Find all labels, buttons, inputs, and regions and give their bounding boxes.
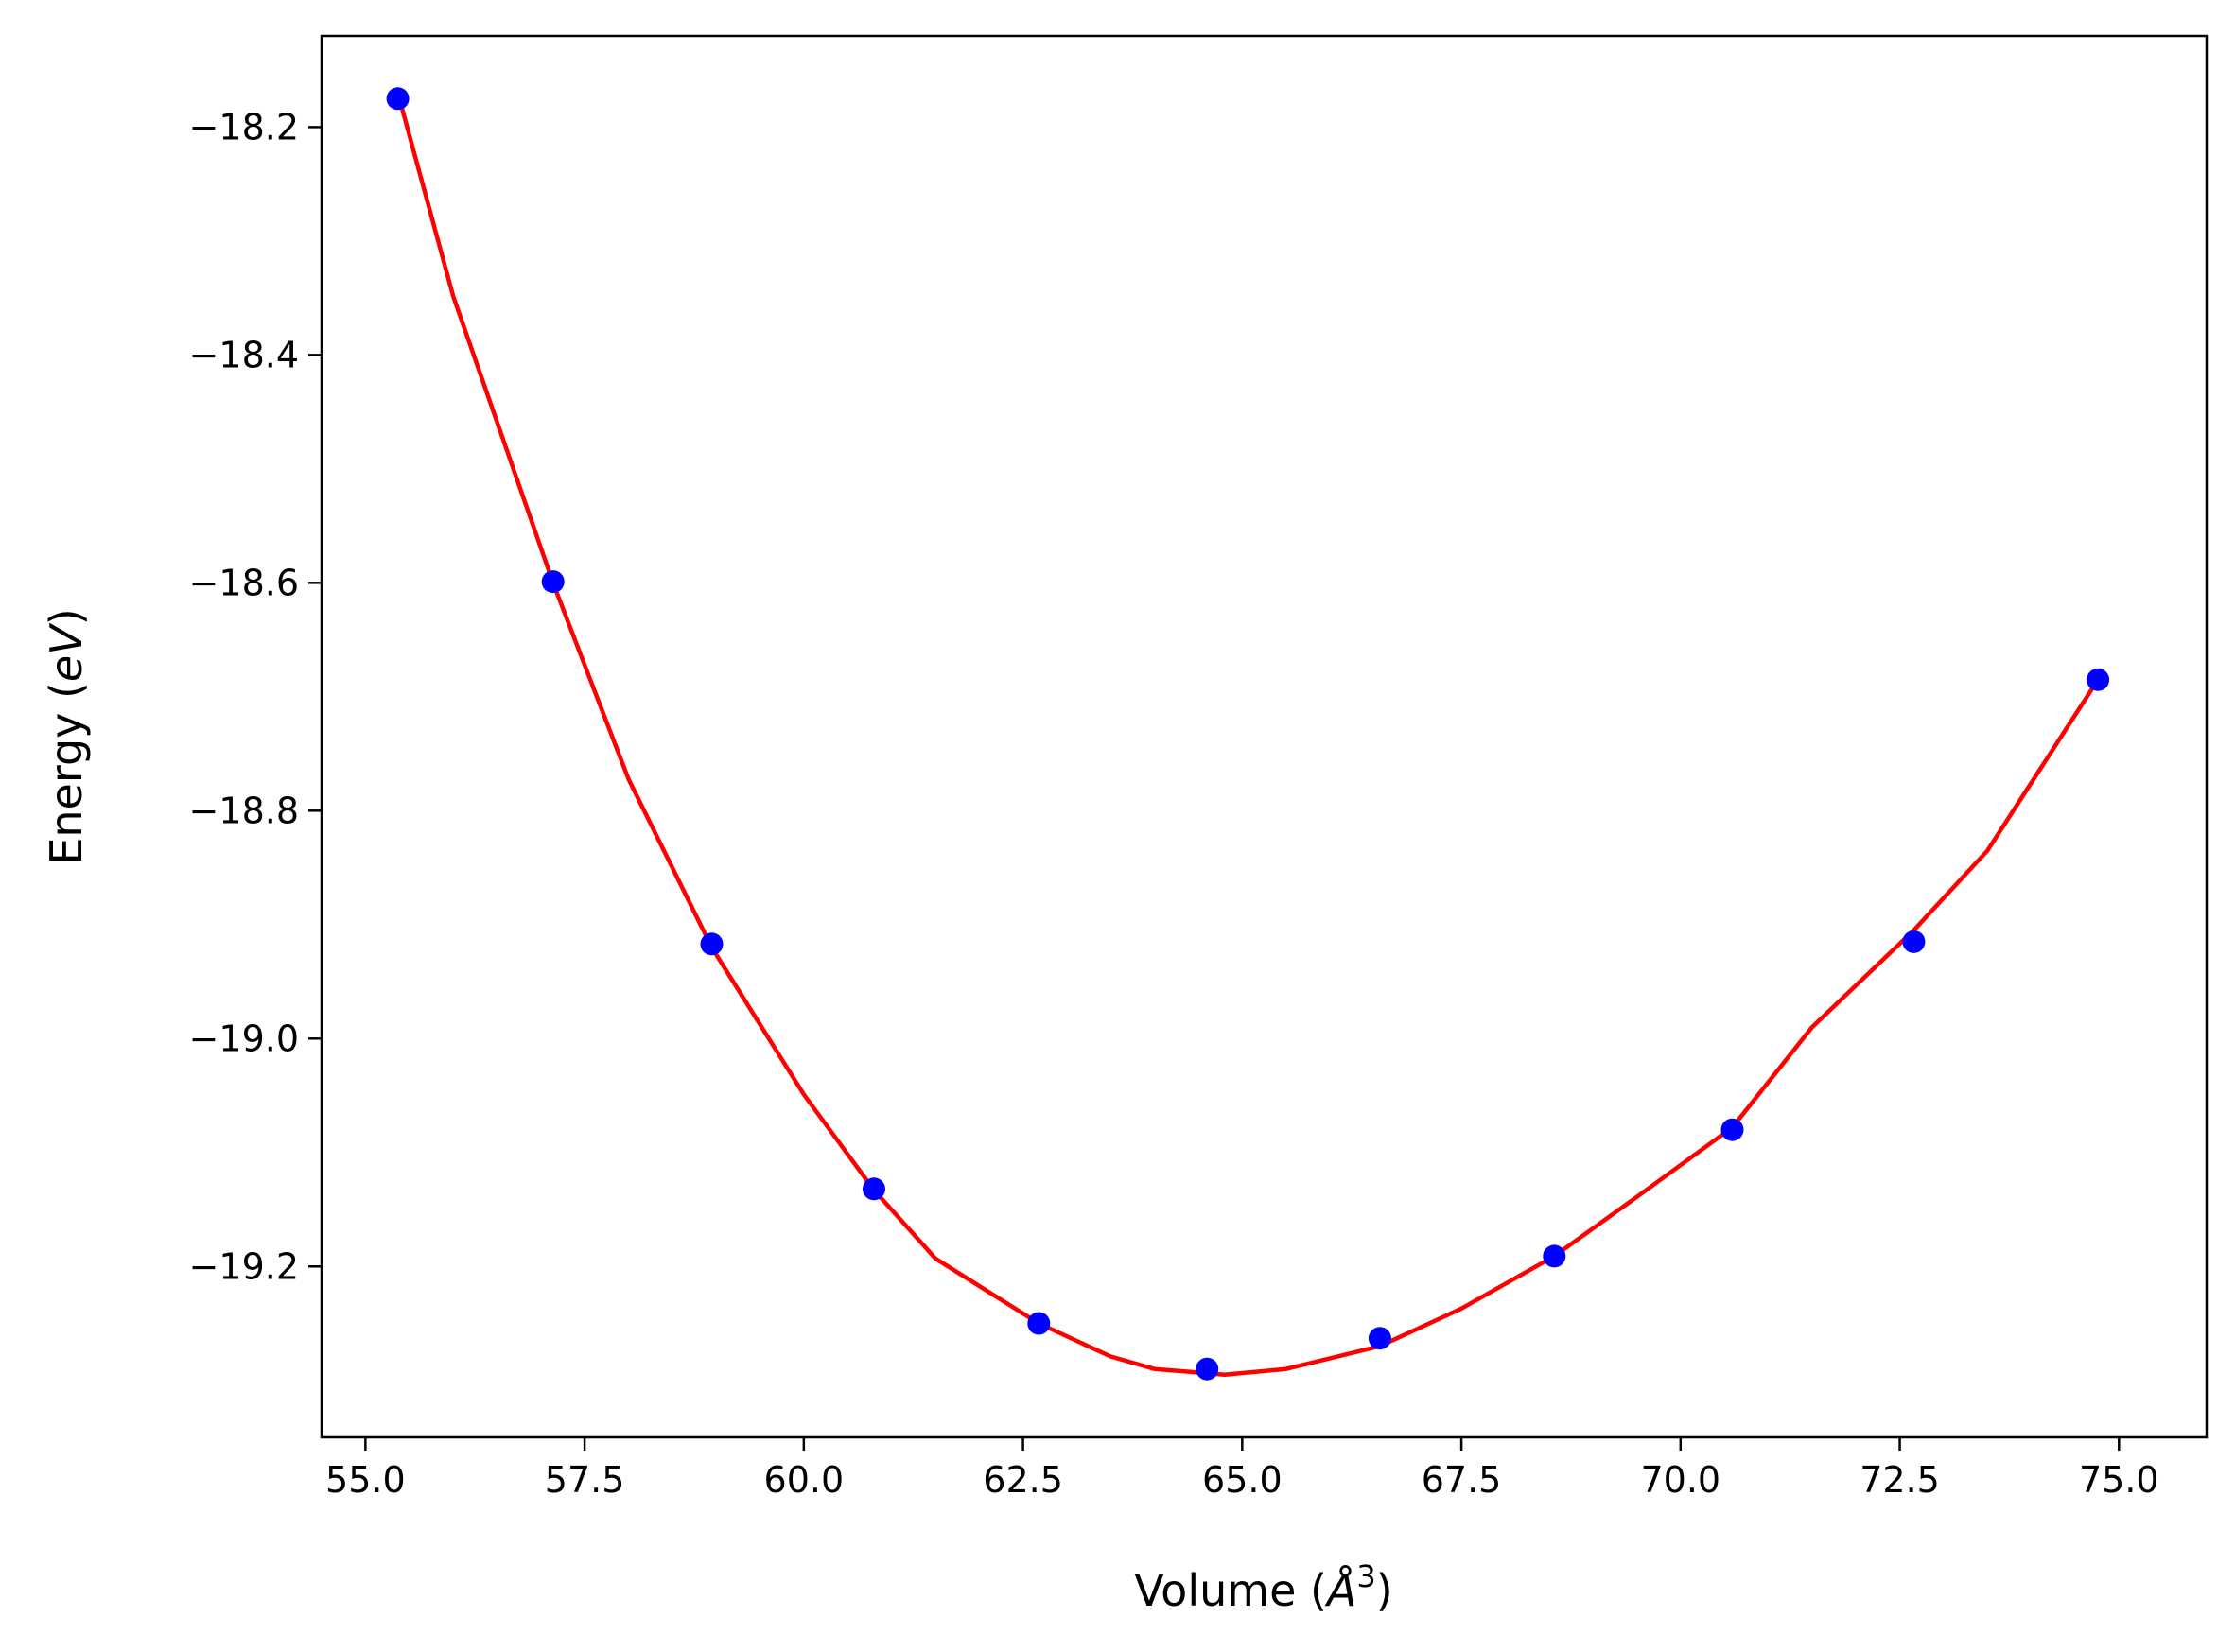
x-axis-label-exponent: 3 [1356, 1558, 1375, 1594]
y-tick-label: −18.2 [189, 106, 299, 148]
data-point [1027, 1312, 1051, 1335]
x-tick-label: 72.5 [1860, 1459, 1940, 1501]
fit-curve [395, 90, 2101, 1377]
x-axis-label-suffix: ) [1376, 1565, 1393, 1616]
x-tick-label: 55.0 [325, 1459, 406, 1501]
data-point [2087, 668, 2110, 691]
data-point [541, 570, 565, 594]
y-tick-label: −18.8 [189, 790, 299, 831]
x-axis-label-symbol: Å [1324, 1565, 1356, 1616]
data-point [700, 932, 724, 956]
x-tick-label: 57.5 [545, 1459, 625, 1501]
y-axis-label-unit: eV [41, 622, 92, 682]
data-point [386, 87, 410, 111]
data-point [1902, 930, 1926, 953]
x-axis-ticks: 55.0 57.5 60.0 62.5 65.0 67.5 70.0 72.5 75.0 [325, 1437, 2159, 1501]
x-tick-label: 70.0 [1641, 1459, 1721, 1501]
data-point [1543, 1244, 1566, 1268]
x-tick-label: 60.0 [764, 1459, 845, 1501]
x-tick-label: 67.5 [1422, 1459, 1502, 1501]
data-point [1368, 1327, 1391, 1350]
x-tick-label: 65.0 [1202, 1459, 1283, 1501]
y-tick-label: −19.2 [189, 1245, 299, 1287]
x-tick-label: 75.0 [2079, 1459, 2159, 1501]
x-axis-label: Volume (Å3) [1134, 1558, 1392, 1616]
y-axis-label: Energy (eV) [41, 608, 92, 864]
data-point [1196, 1357, 1219, 1381]
plot-layer [386, 87, 2110, 1381]
y-axis-label-prefix: Energy ( [41, 682, 92, 865]
plot-frame [320, 34, 2209, 1439]
data-point [863, 1177, 885, 1201]
data-point [1720, 1118, 1744, 1141]
y-tick-label: −19.0 [189, 1017, 299, 1059]
y-axis-ticks: −18.2 −18.4 −18.6 −18.8 −19.0 −19.2 [189, 106, 322, 1287]
y-tick-label: −18.6 [189, 562, 299, 603]
x-axis-label-prefix: Volume ( [1134, 1565, 1327, 1616]
y-tick-label: −18.4 [189, 334, 299, 375]
x-tick-label: 62.5 [983, 1459, 1063, 1501]
y-axis-label-suffix: ) [41, 608, 92, 625]
